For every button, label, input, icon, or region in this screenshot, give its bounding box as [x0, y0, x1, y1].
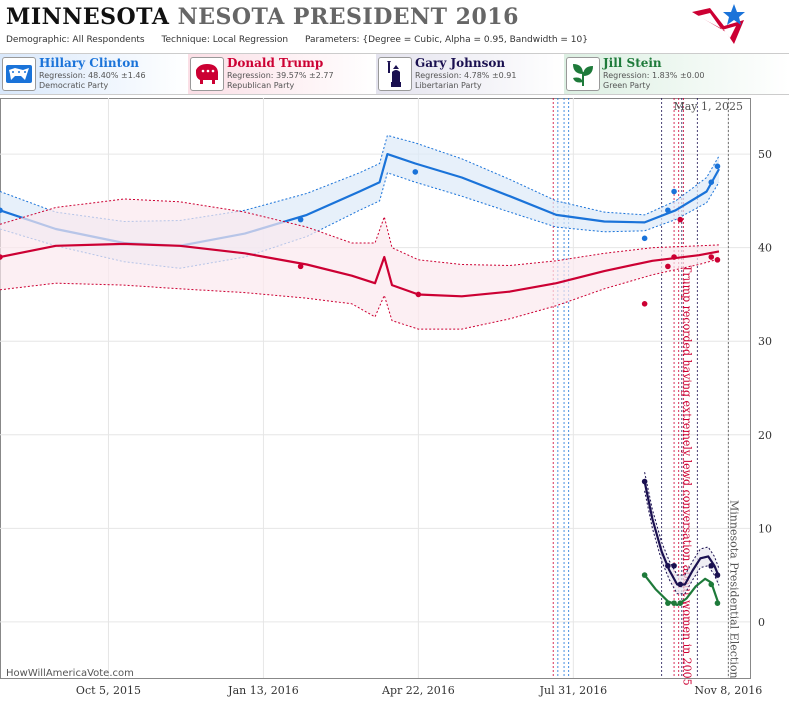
- poll-point: [714, 600, 721, 606]
- candidate-party: Libertarian Party: [415, 81, 482, 90]
- candidate-regression: Regression: 39.57% ±2.77: [227, 71, 334, 80]
- poll-point: [671, 254, 677, 260]
- y-tick-label: 10: [758, 522, 772, 535]
- trend-line: [643, 481, 721, 586]
- trend-line: [643, 574, 721, 607]
- poll-point: [665, 600, 671, 606]
- poll-point: [671, 600, 677, 606]
- upper-bound-line: [0, 198, 720, 267]
- trend-line: [0, 242, 720, 298]
- event-annotation: Minnesota Presidential Election: [727, 500, 740, 679]
- confidence-band: [644, 472, 719, 594]
- poll-point: [665, 562, 671, 569]
- poll-point: [0, 207, 3, 214]
- poll-point: [708, 179, 715, 185]
- poll-point: [412, 169, 419, 175]
- poll-point: [665, 207, 671, 214]
- demographic-label: Demographic: All Respondents: [6, 35, 145, 45]
- poll-point: [677, 216, 684, 223]
- candidate-name: Jill Stein: [603, 56, 662, 70]
- poll-point: [714, 257, 721, 263]
- poll-point: [677, 581, 684, 588]
- poll-point: [415, 291, 422, 298]
- watermark: HowWillAmericaVote.com: [6, 668, 134, 679]
- candidate-regression: Regression: 1.83% ±0.00: [603, 71, 705, 80]
- candidate-card-clinton[interactable]: Hillary Clinton Regression: 48.40% ±1.46…: [0, 53, 188, 95]
- title-state: MINNESOTA: [6, 4, 170, 30]
- x-tick-label: Oct 5, 2015: [76, 684, 141, 697]
- candidate-card-trump[interactable]: Donald Trump Regression: 39.57% ±2.77 Re…: [188, 53, 376, 95]
- poll-point: [714, 572, 721, 578]
- upper-bound-line: [0, 134, 720, 223]
- leaf-icon: [566, 57, 600, 91]
- poll-point: [297, 263, 304, 270]
- y-tick-label: 40: [758, 242, 772, 255]
- upper-bound-line: [644, 472, 720, 576]
- parameters-bar: Demographic: All Respondents Technique: …: [6, 35, 602, 45]
- x-tick-label: Jul 31, 2016: [539, 684, 608, 697]
- candidate-card-stein[interactable]: Jill Stein Regression: 1.83% ±0.00 Green…: [564, 53, 789, 95]
- technique-label: Technique: Local Regression: [161, 35, 289, 45]
- candidate-legend: Hillary Clinton Regression: 48.40% ±1.46…: [0, 53, 789, 95]
- candidate-name: Gary Johnson: [415, 56, 506, 70]
- poll-point: [714, 163, 721, 170]
- poll-point: [0, 254, 3, 260]
- candidate-party: Democratic Party: [39, 81, 109, 90]
- donkey-icon: [2, 57, 36, 91]
- polling-chart: 0 10 20 30 40 50 Oct 5, 2015 Jan 13, 2016 Apr 22…: [0, 98, 772, 697]
- poll-point: [677, 600, 684, 606]
- candidate-name: Donald Trump: [227, 56, 324, 70]
- poll-point: [708, 562, 715, 569]
- x-tick-label: Apr 22, 2016: [381, 684, 455, 697]
- candidate-card-johnson[interactable]: Gary Johnson Regression: 4.78% ±0.91 Lib…: [376, 53, 564, 95]
- candidate-party: Green Party: [603, 81, 651, 90]
- y-tick-label: 50: [758, 148, 772, 161]
- poll-point: [708, 581, 715, 588]
- y-tick-label: 30: [758, 335, 772, 348]
- title-race: NESOTA PRESIDENT 2016: [177, 4, 519, 30]
- plot-frame: [0, 98, 751, 679]
- poll-point: [641, 478, 648, 485]
- page-title: MINNESOTA NESOTA PRESIDENT 2016: [6, 4, 519, 30]
- confidence-band: [0, 199, 719, 330]
- event-annotation: Trump recorded having extremely lewd con…: [681, 265, 694, 686]
- x-tick-label: Nov 8, 2016: [694, 684, 762, 697]
- candidate-regression: Regression: 48.40% ±1.46: [39, 71, 146, 80]
- elephant-icon: [190, 57, 224, 91]
- candidate-regression: Regression: 4.78% ±0.91: [415, 71, 517, 80]
- site-logo-icon[interactable]: [688, 2, 750, 52]
- poll-point: [708, 254, 715, 260]
- poll-point: [641, 572, 648, 578]
- x-tick-label: Jan 13, 2016: [227, 684, 299, 697]
- liberty-statue-icon: [378, 57, 412, 91]
- lower-bound-line: [0, 172, 720, 269]
- poll-point: [665, 263, 671, 270]
- poll-point: [671, 562, 677, 569]
- lower-bound-line: [0, 258, 720, 330]
- lower-bound-line: [644, 490, 720, 595]
- candidate-name: Hillary Clinton: [39, 56, 139, 70]
- candidate-party: Republican Party: [227, 81, 295, 90]
- date-label: May 1, 2025: [673, 100, 743, 113]
- poll-point: [297, 216, 304, 223]
- poll-point: [641, 235, 648, 242]
- parameters-label: Parameters: {Degree = Cubic, Alpha = 0.9…: [305, 35, 588, 45]
- poll-point: [671, 188, 677, 195]
- y-tick-label: 0: [758, 616, 765, 629]
- y-tick-label: 20: [758, 429, 772, 442]
- poll-point: [641, 301, 648, 307]
